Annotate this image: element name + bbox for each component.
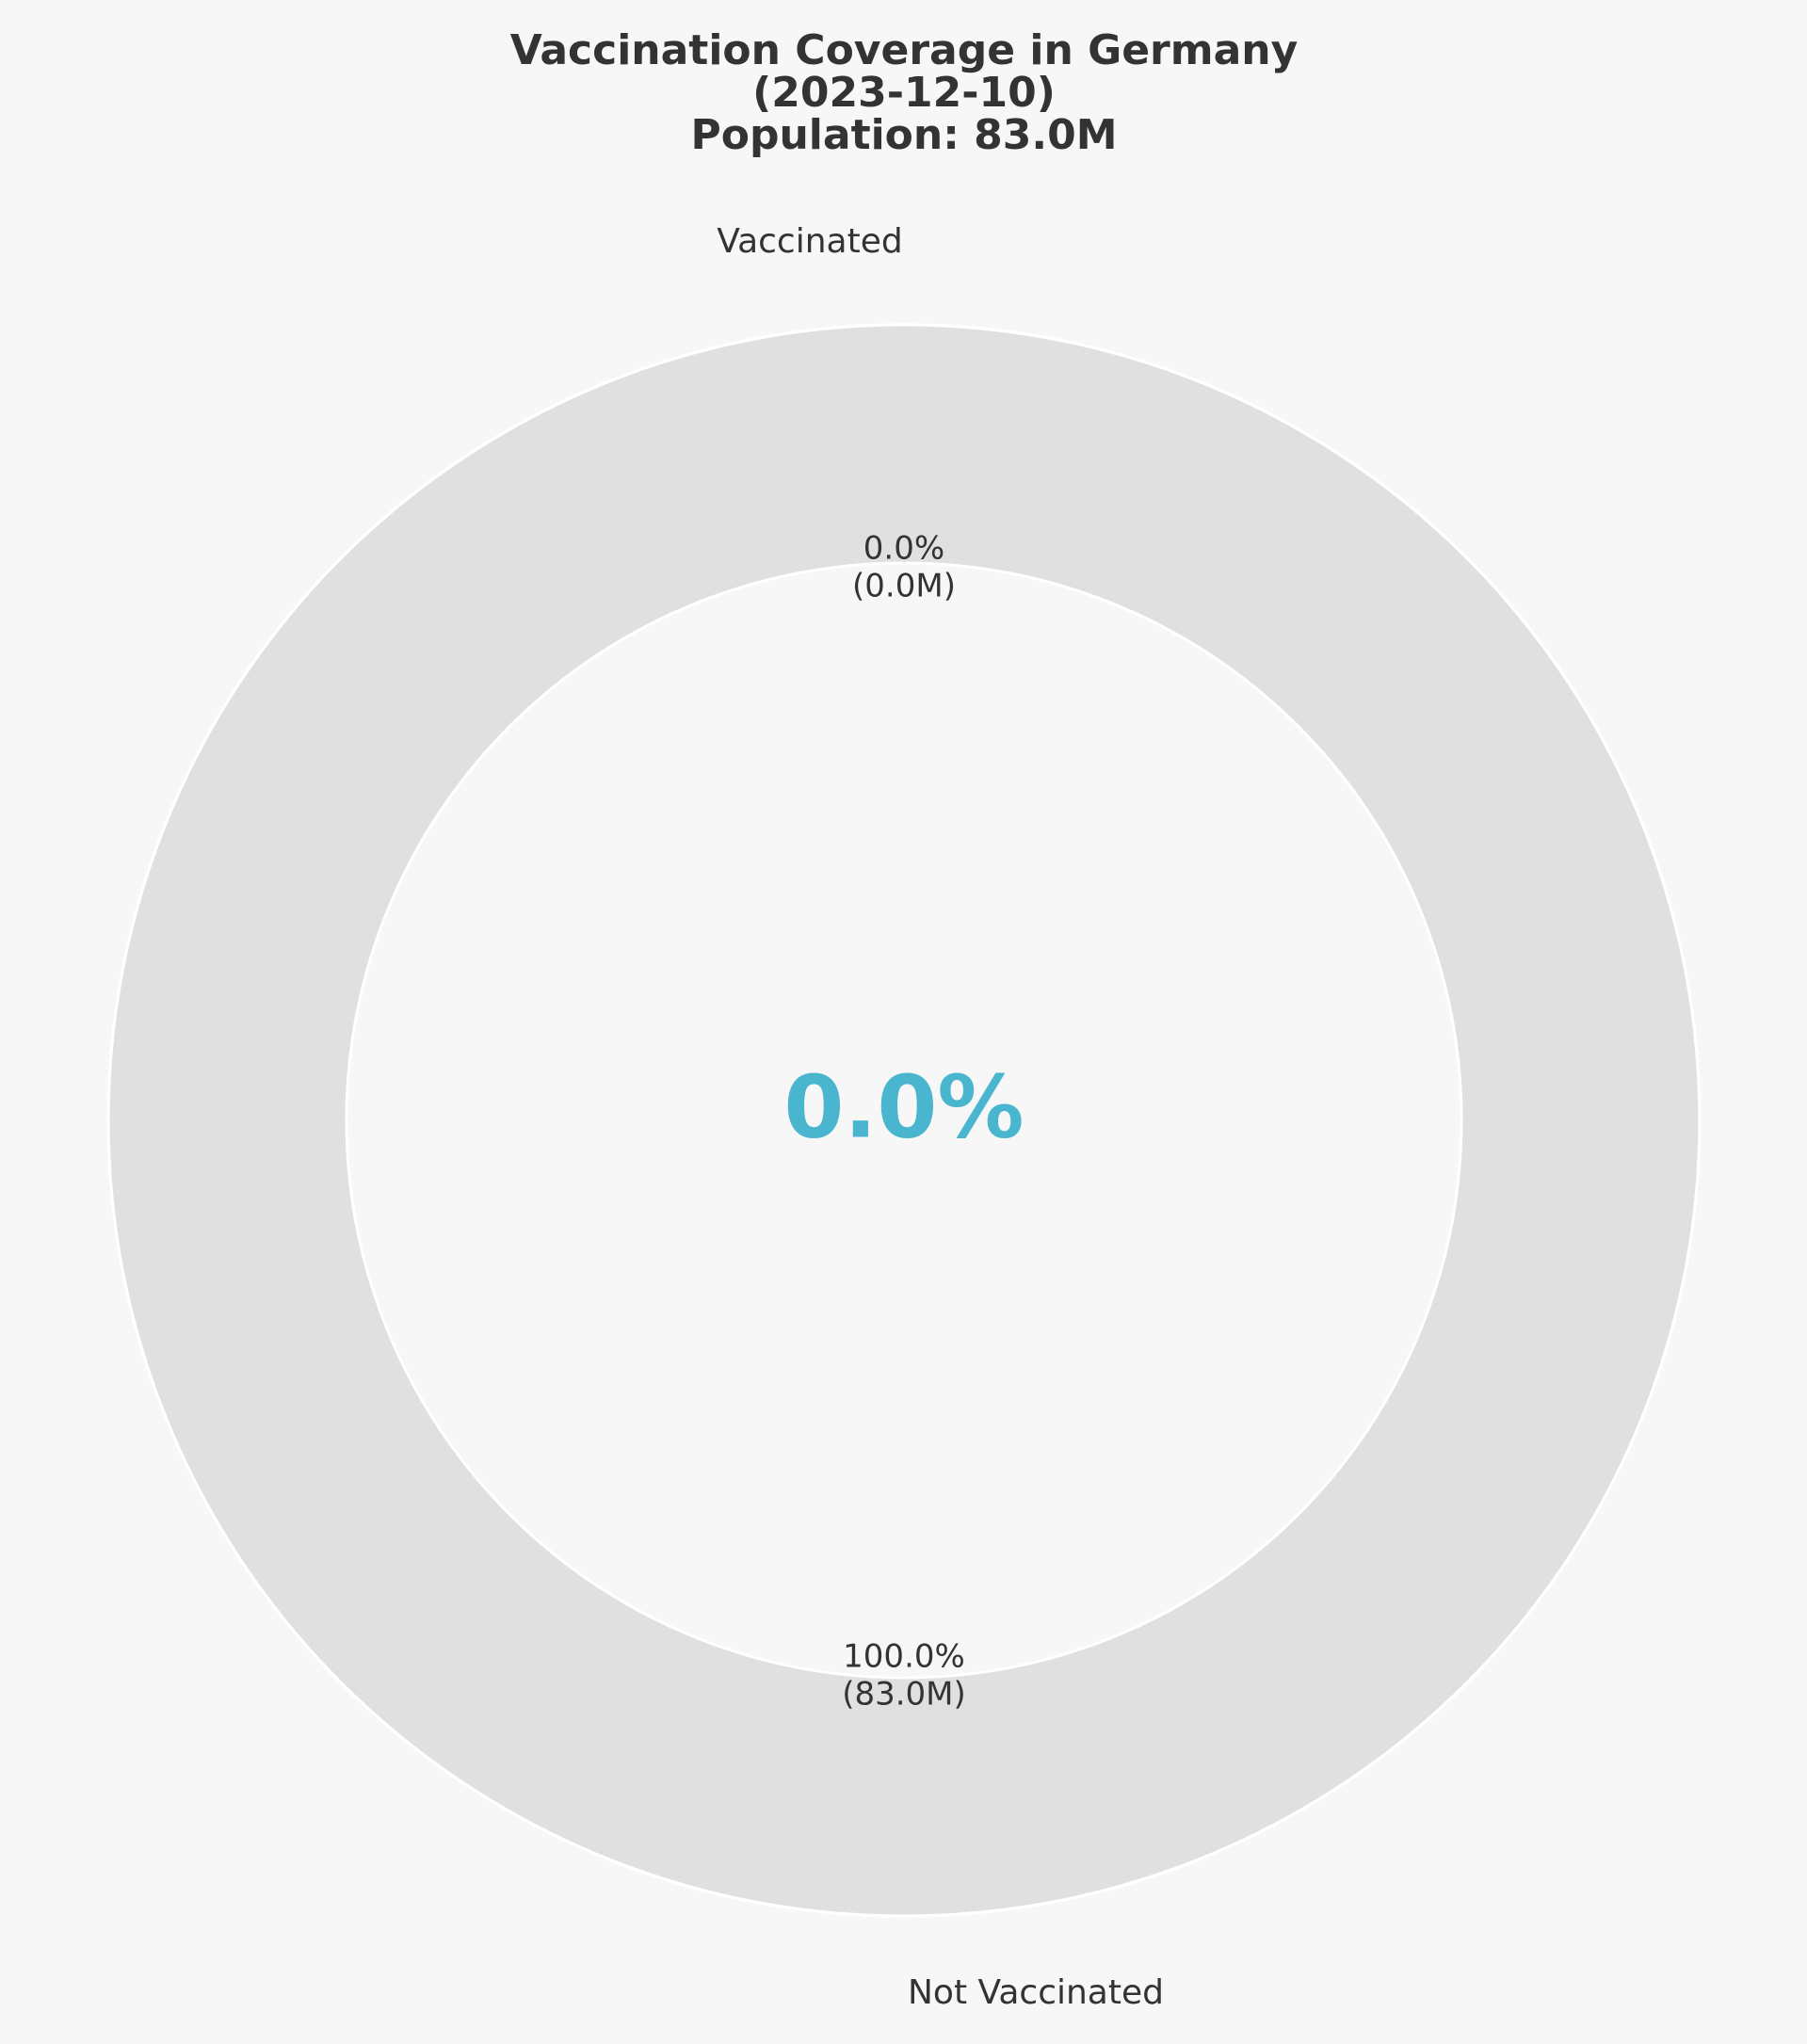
- chart-title: Vaccination Coverage in Germany (2023-12-…: [510, 26, 1299, 159]
- data-label-vaccinated: 0.0% (0.0M): [852, 530, 956, 605]
- center-percentage: 0.0%: [783, 1056, 1024, 1157]
- slice-label-not-vaccinated: Not Vaccinated: [908, 1973, 1164, 2012]
- data-label-line: (83.0M): [842, 1676, 966, 1714]
- donut-outer-edge: [106, 323, 1702, 1918]
- data-label-line: 0.0%: [863, 530, 944, 568]
- chart-title-line: Vaccination Coverage in Germany: [510, 26, 1299, 74]
- chart-title-line: Population: 83.0M: [691, 111, 1118, 159]
- chart-title-line: (2023-12-10): [752, 69, 1056, 117]
- data-label-line: 100.0%: [843, 1638, 965, 1676]
- data-label-line: (0.0M): [852, 568, 956, 605]
- slice-label-vaccinated: Vaccinated: [717, 222, 902, 261]
- data-label-not-vaccinated: 100.0% (83.0M): [842, 1638, 966, 1714]
- donut-slices: [106, 323, 1702, 1918]
